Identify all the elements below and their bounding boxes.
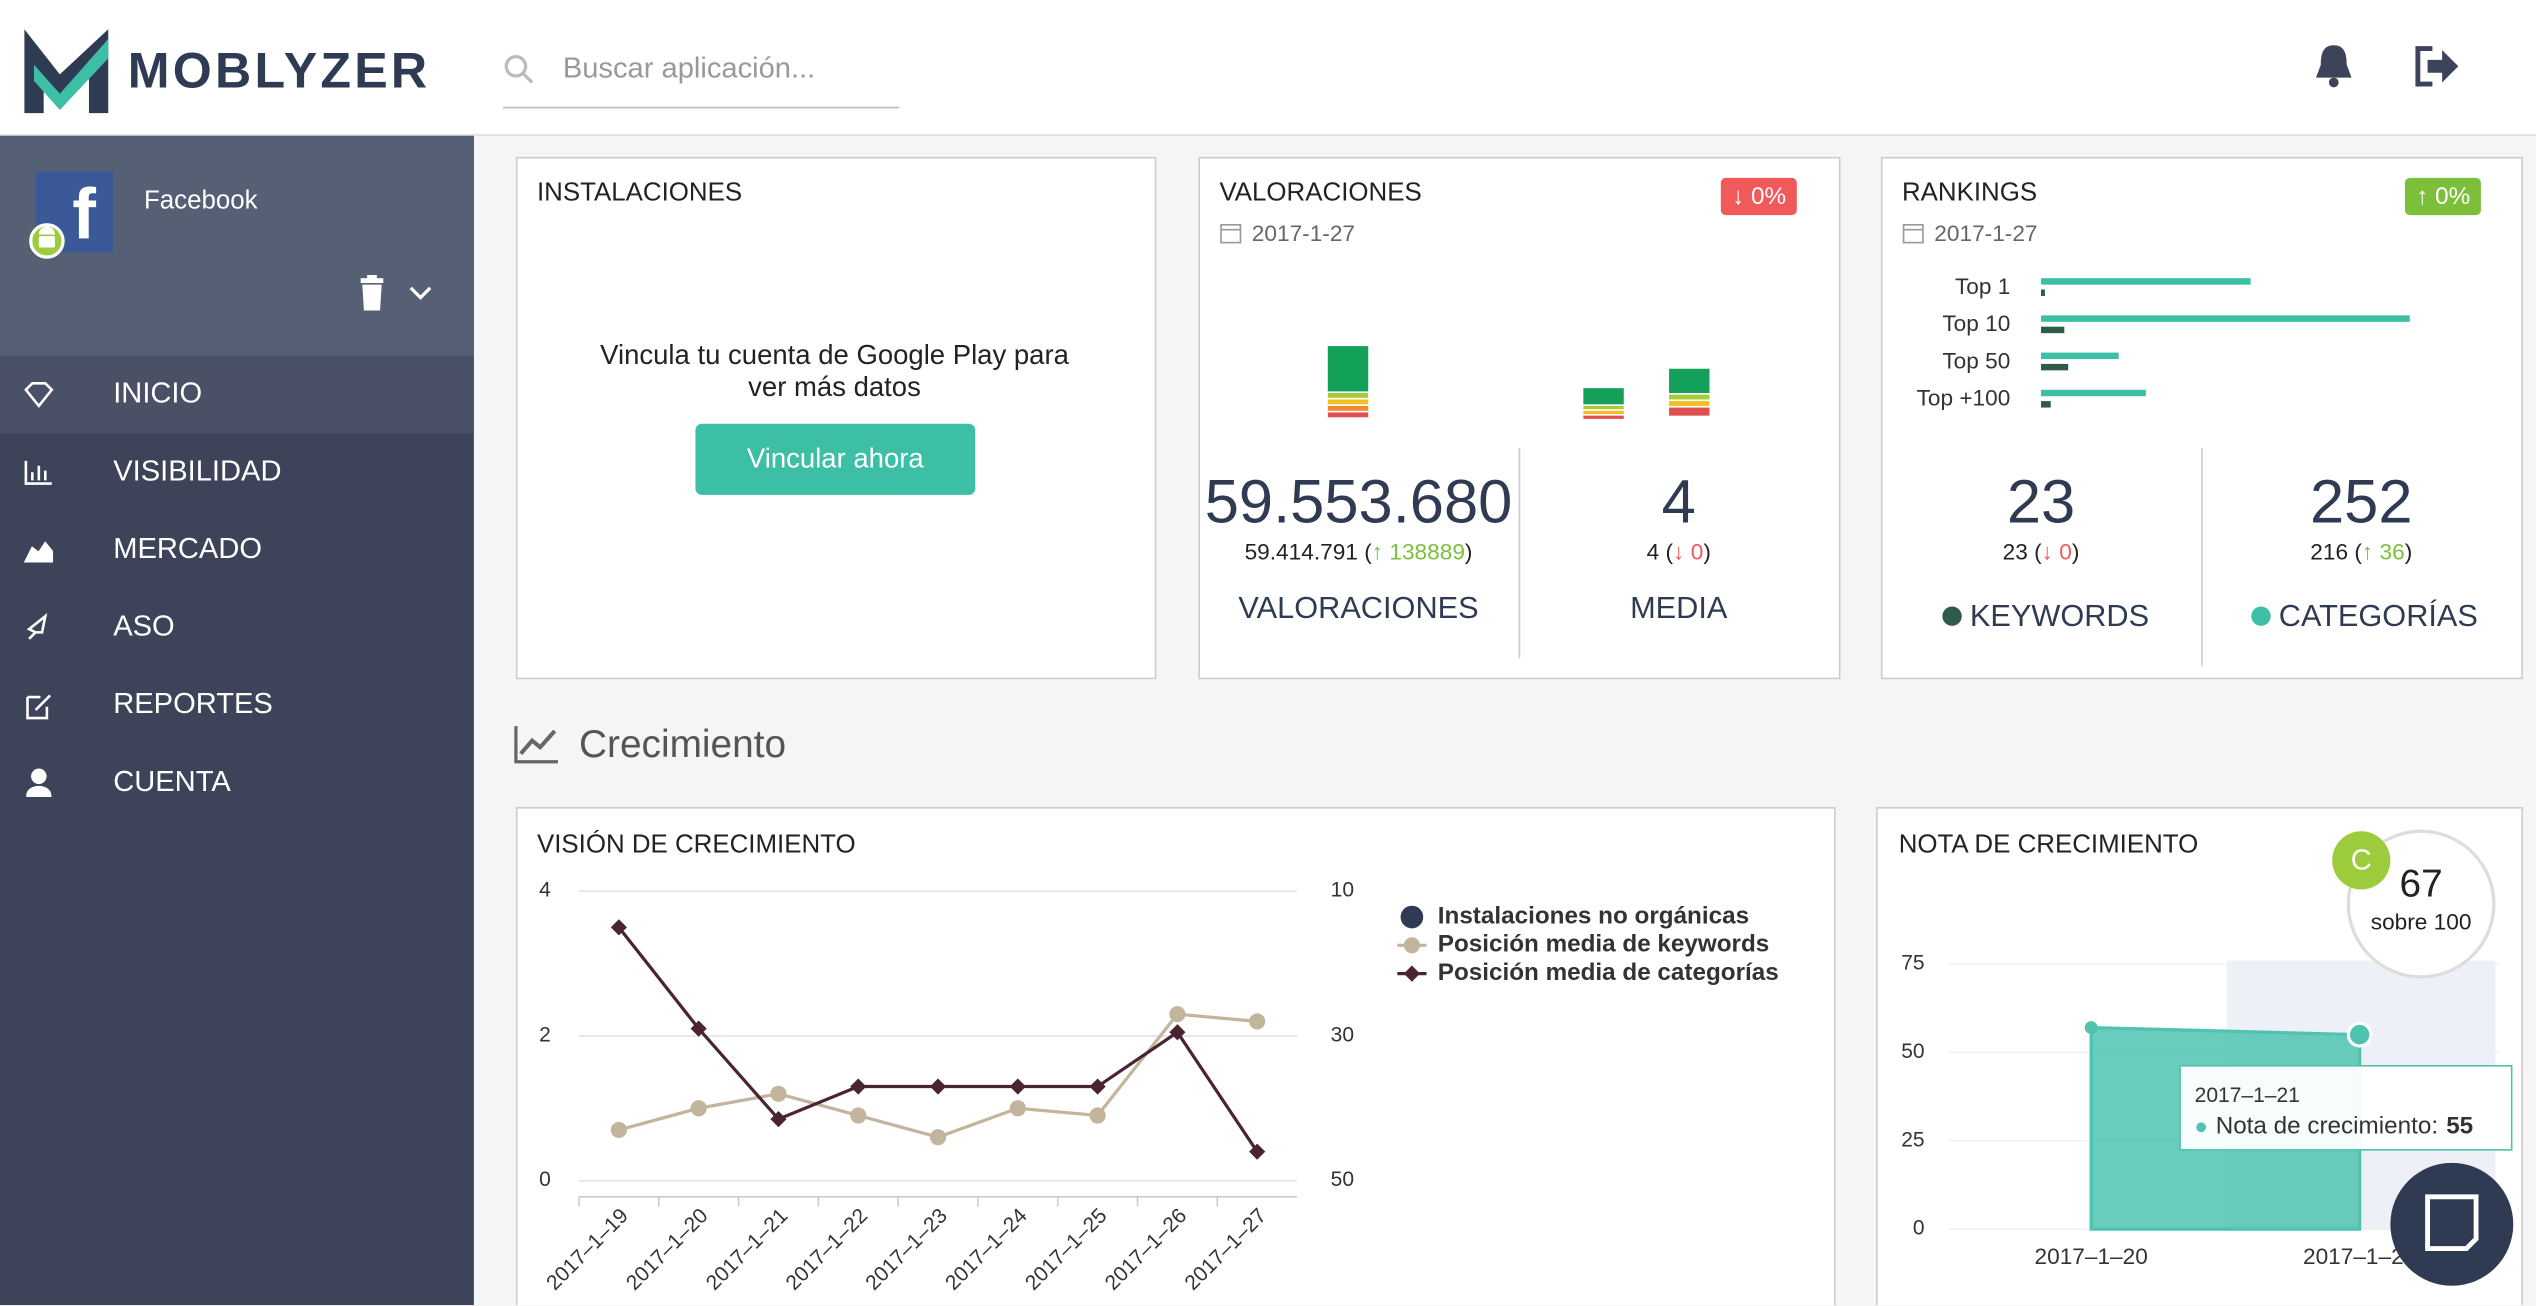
calendar-icon <box>1902 223 1924 244</box>
categorias-previous: 216 (↑ 36) <box>2310 538 2413 565</box>
card-instalaciones <box>515 156 1157 680</box>
card-growth-chart <box>515 807 1836 1306</box>
previous: 23 <box>2002 538 2028 565</box>
menu-icon <box>26 694 52 720</box>
change: 0 <box>1690 538 1704 565</box>
menu-item[interactable]: INICIO <box>113 376 203 410</box>
change-up: ↑ 138889 <box>1371 538 1465 565</box>
brand[interactable]: MOBLYZER <box>127 42 431 99</box>
keywords-value: 23 <box>2006 469 2076 537</box>
menu-item[interactable]: REPORTES <box>113 687 273 720</box>
notifications[interactable] <box>2313 42 2355 91</box>
search-icon <box>504 54 534 84</box>
search-underline <box>502 106 900 109</box>
previous: 59.414.791 <box>1244 538 1358 565</box>
change: 138889 <box>1389 538 1465 565</box>
badge-value: 0% <box>2435 182 2471 211</box>
icon <box>26 694 52 720</box>
svg-text:f: f <box>72 176 96 255</box>
change-up: ↑ 36 <box>2361 538 2405 565</box>
icon <box>26 612 48 640</box>
menu-item[interactable]: CUENTA <box>113 764 231 798</box>
icon <box>24 460 52 485</box>
total-previous: 59.414.791 (↑ 138889) <box>1244 538 1473 565</box>
previous: 216 <box>2310 538 2349 565</box>
menu-item[interactable]: VISIBILIDAD <box>113 454 282 487</box>
menu-icon <box>26 768 52 798</box>
app-actions[interactable] <box>356 274 447 314</box>
change: 0 <box>2059 538 2072 565</box>
menu-icon <box>23 541 54 563</box>
card-growth-grade <box>1876 807 2523 1306</box>
search-input[interactable]: Buscar aplicación... <box>562 51 816 85</box>
section-icon <box>514 726 558 764</box>
card-title: VISIÓN DE CRECIMIENTO <box>536 831 856 859</box>
categorias-value: 252 <box>2309 469 2413 537</box>
app-name: Facebook <box>143 187 258 216</box>
card-title: RANKINGS <box>1901 179 2038 208</box>
change-down: ↓ 0 <box>2041 538 2072 565</box>
logout[interactable] <box>2413 45 2462 87</box>
keywords-previous: 23 (↓ 0) <box>2002 538 2080 565</box>
icon <box>23 541 54 563</box>
link-button[interactable]: Vincular ahora <box>695 423 976 495</box>
icon <box>26 768 52 798</box>
icon <box>24 382 54 409</box>
change: 36 <box>2379 538 2405 565</box>
media-value: 4 <box>1661 469 1696 537</box>
media-label: MEDIA <box>1630 591 1728 626</box>
total-value: 59.553.680 <box>1204 469 1513 537</box>
card-title: NOTA DE CRECIMIENTO <box>1898 831 2199 859</box>
calendar-icon <box>1220 223 1242 244</box>
menu-icon <box>26 612 48 640</box>
badge-value: 0% <box>1751 182 1787 211</box>
message: Vincula tu cuenta de Google Play para ve… <box>600 339 1069 403</box>
date: 2017-1-27 <box>1934 219 2038 246</box>
media-previous: 4 (↓ 0) <box>1646 538 1711 565</box>
badge: ↑ 0% <box>2404 177 2482 216</box>
app-icon[interactable]: f <box>29 171 120 262</box>
badge: ↓ 0% <box>1720 177 1798 216</box>
rating-bars <box>1327 346 1710 419</box>
card-title: VALORACIONES <box>1219 179 1422 208</box>
card-title: INSTALACIONES <box>536 179 743 208</box>
section-title: Crecimiento <box>578 722 787 767</box>
divider <box>1518 447 1521 659</box>
change-down: ↓ 0 <box>1673 538 1704 565</box>
menu-icon <box>24 460 52 485</box>
header <box>0 0 2536 136</box>
menu-item[interactable]: ASO <box>113 609 175 643</box>
total-label: VALORACIONES <box>1238 591 1479 626</box>
menu-icon <box>24 382 54 409</box>
date: 2017-1-27 <box>1251 219 1356 246</box>
menu-item[interactable]: MERCADO <box>113 532 263 565</box>
menu-active <box>0 355 474 434</box>
divider <box>2201 447 2203 667</box>
previous: 4 <box>1646 538 1660 565</box>
logo[interactable] <box>24 29 109 114</box>
